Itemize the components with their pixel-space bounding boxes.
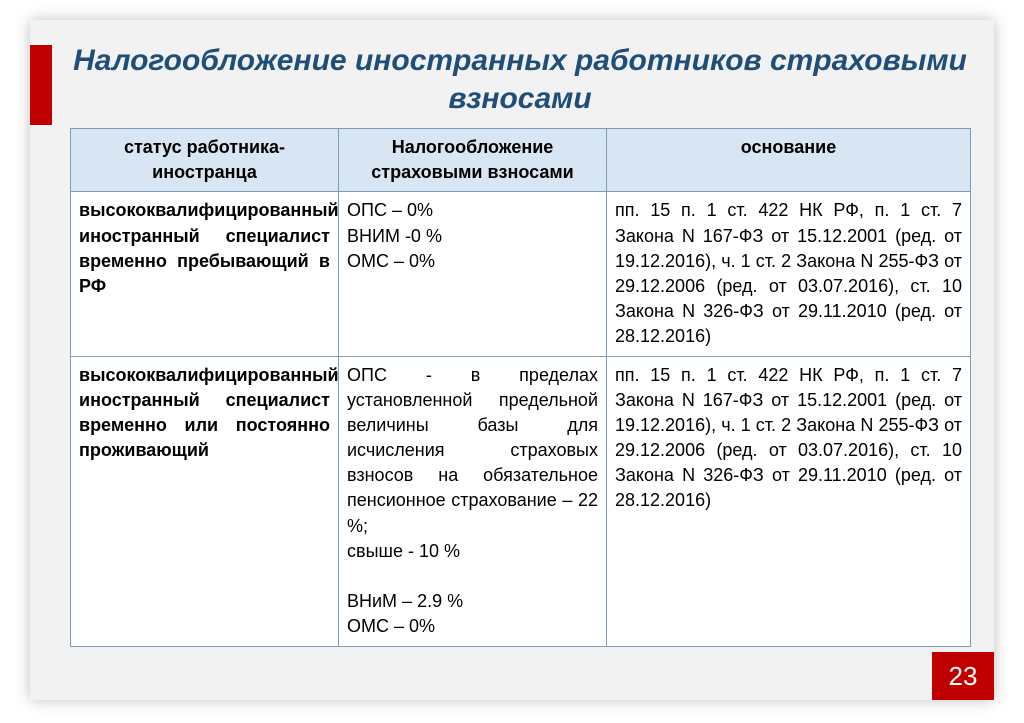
accent-bar [30, 45, 52, 125]
page-number: 23 [949, 661, 978, 692]
page-number-badge: 23 [932, 652, 994, 700]
col-header-status: статус работника-иностранца [71, 129, 339, 192]
cell-status: высококвалифицированный иностранный спец… [71, 192, 339, 356]
slide-title: Налогообложение иностранных работников с… [70, 42, 970, 117]
col-header-tax: Налогообложение страховыми взносами [339, 129, 607, 192]
cell-status: высококвалифицированный иностранный спец… [71, 356, 339, 646]
cell-basis: пп. 15 п. 1 ст. 422 НК РФ, п. 1 ст. 7 За… [607, 356, 971, 646]
table-row: высококвалифицированный иностранный спец… [71, 356, 971, 646]
cell-tax: ОПС - в пределах установленной предельно… [339, 356, 607, 646]
tax-table: статус работника-иностранца Налогообложе… [70, 128, 971, 647]
table-row: высококвалифицированный иностранный спец… [71, 192, 971, 356]
slide: Налогообложение иностранных работников с… [0, 0, 1024, 723]
table-header-row: статус работника-иностранца Налогообложе… [71, 129, 971, 192]
cell-basis: пп. 15 п. 1 ст. 422 НК РФ, п. 1 ст. 7 За… [607, 192, 971, 356]
cell-tax: ОПС – 0%ВНИМ -0 %ОМС – 0% [339, 192, 607, 356]
col-header-basis: основание [607, 129, 971, 192]
